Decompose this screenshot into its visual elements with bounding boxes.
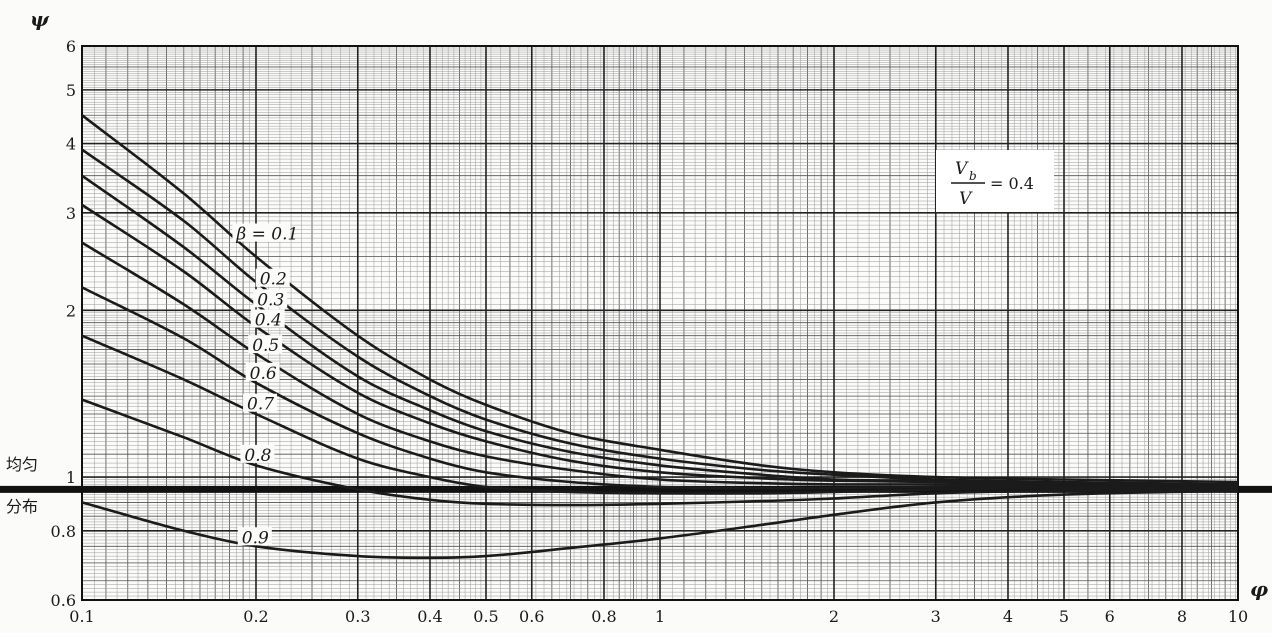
y-tick-label: 0.6: [51, 591, 76, 610]
curve-label-4: 0.4: [255, 311, 282, 331]
curve-label-bg: [245, 362, 280, 381]
curve-label-bg: [253, 289, 288, 308]
series-curve-6: [81, 286, 1238, 490]
y-tick-label: 0.8: [51, 522, 76, 541]
x-tick-label: 3: [931, 607, 941, 626]
y-tick-label: 3: [66, 204, 76, 223]
annotation-numerator: V: [955, 159, 969, 179]
y-tick-label: 5: [66, 81, 76, 100]
curve-label-2: 0.2: [260, 270, 287, 290]
curve-label-8: 0.8: [244, 446, 271, 466]
x-tick-label: 0.8: [591, 607, 616, 626]
annotation-denominator: V: [959, 189, 973, 209]
curve-label-6: 0.6: [250, 364, 277, 384]
curve-labels: β = 0.1 0.20.30.4 0.5 0.6 0.7 0.8 0.9: [232, 223, 298, 548]
y-tick-label: 1: [66, 468, 76, 487]
x-tick-label: 0.1: [69, 607, 94, 626]
curve-label-bg: [237, 527, 272, 546]
curve-label-bg: [250, 309, 285, 328]
x-tick-label: 0.3: [345, 607, 370, 626]
x-tick-label: 0.6: [519, 607, 544, 626]
x-tick-label: 8: [1177, 607, 1187, 626]
x-tick-labels: 0.1 0.2 0.3 0.4 0.5 0.6 0.8 1 2 3 4 5 6 8 10: [69, 607, 1248, 626]
x-tick-label: 0.5: [473, 607, 498, 626]
y-axis-title: ψ: [30, 7, 50, 31]
uniform-label-upper: 均匀: [6, 455, 38, 474]
curve-label-bg: [232, 223, 291, 242]
x-axis-title: φ: [1250, 577, 1268, 601]
x-tick-label: 6: [1105, 607, 1115, 626]
curve-label-9: 0.9: [242, 528, 269, 548]
y-tick-label: 4: [66, 135, 76, 154]
x-tick-label: 10: [1228, 607, 1248, 626]
curve-label-bg: [248, 335, 283, 354]
curve-label-1: β = 0.1: [235, 225, 298, 245]
x-tick-label: 2: [829, 607, 839, 626]
curve-label-3: 0.3: [257, 290, 284, 310]
ratio-annotation: V b V = 0.4: [936, 150, 1054, 212]
curve-label-bg: [243, 393, 278, 412]
y-tick-label: 6: [66, 37, 76, 56]
annotation-rhs: = 0.4: [990, 174, 1034, 193]
curve-label-bg: [255, 268, 290, 287]
series-curve-8: [81, 398, 1239, 507]
series-curve-5: [81, 241, 1239, 488]
x-tick-label: 4: [1003, 607, 1013, 626]
curve-label-5: 0.5: [252, 336, 279, 356]
series-curve-7: [81, 334, 1239, 495]
x-tick-label: 0.2: [243, 607, 268, 626]
plot-frame: [81, 45, 1239, 601]
curve-label-bg: [240, 444, 275, 463]
x-tick-label: 1: [655, 607, 665, 626]
x-tick-label: 5: [1059, 607, 1069, 626]
x-tick-label: 0.4: [417, 607, 442, 626]
series-curve-9: [81, 489, 1239, 560]
annotation-numerator-sub: b: [969, 169, 977, 183]
y-tick-labels: 0.6 0.8 1 2 3 4 5 6: [51, 37, 76, 610]
curve-label-7: 0.7: [247, 395, 274, 415]
uniform-label-lower: 分布: [6, 497, 38, 516]
series-curve-1: [81, 114, 1239, 484]
y-tick-label: 2: [66, 301, 76, 320]
